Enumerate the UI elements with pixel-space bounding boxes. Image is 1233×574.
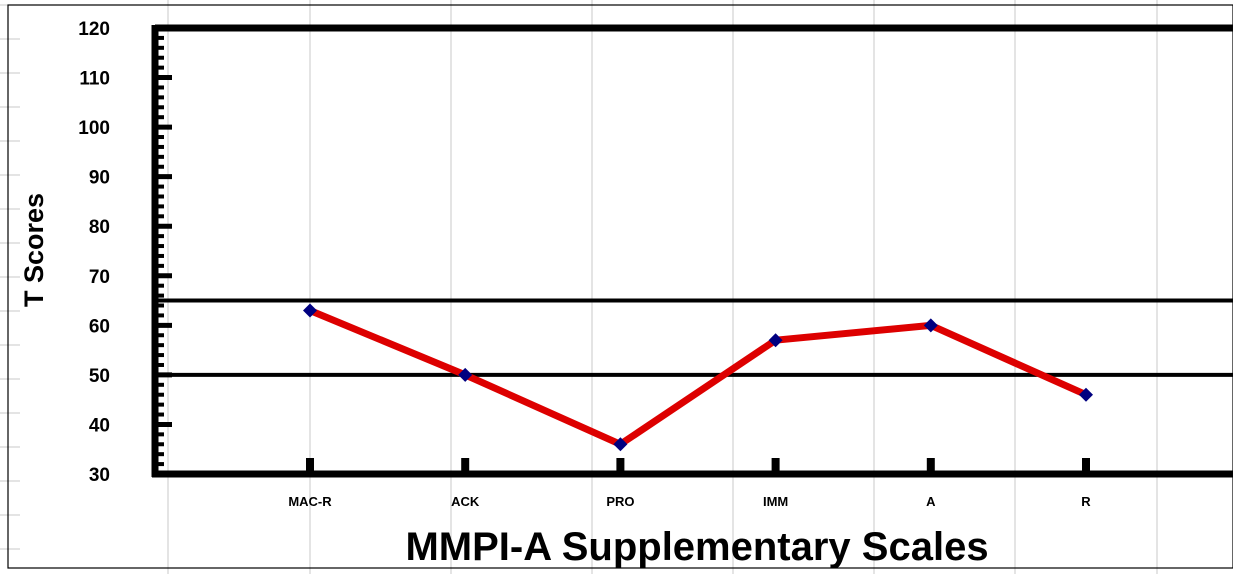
data-point-MAC-R <box>303 303 317 318</box>
y-tick-label: 60 <box>89 316 110 337</box>
y-tick-label: 110 <box>79 69 110 90</box>
series-line <box>308 307 1088 448</box>
data-point-ACK <box>458 367 473 382</box>
data-point-IMM <box>768 333 783 348</box>
y-axis-label: T Scores <box>19 193 49 307</box>
x-tick-label: PRO <box>606 494 634 509</box>
data-point-PRO <box>613 437 628 452</box>
y-tick-label: 80 <box>89 217 110 238</box>
x-tick-label: MAC-R <box>288 494 332 509</box>
x-tick-label: A <box>926 494 936 509</box>
x-axis-label: MMPI-A Supplementary Scales <box>405 525 988 569</box>
y-tick-label: 40 <box>89 415 110 436</box>
data-point-A <box>923 318 938 333</box>
reference-lines <box>155 298 1233 377</box>
y-tick-label: 50 <box>89 366 110 387</box>
x-tick-label: ACK <box>451 494 480 509</box>
y-tick-label: 120 <box>78 19 110 40</box>
y-tick-label: 90 <box>89 168 110 189</box>
y-axis-ticks: 30 40 50 60 70 80 90 100 110 120 <box>78 19 172 486</box>
x-tick-label: R <box>1081 494 1091 509</box>
x-tick-label: IMM <box>763 494 788 509</box>
data-point-R <box>1079 387 1093 402</box>
y-tick-label: 30 <box>89 465 110 486</box>
y-tick-label: 100 <box>78 118 110 139</box>
series-layer <box>303 303 1093 452</box>
chart-border <box>7 4 1233 569</box>
y-tick-label: 70 <box>89 267 110 288</box>
x-axis-ticks: MAC-R ACK PRO IMM A R <box>288 458 1091 509</box>
plot-frame <box>151 24 1233 478</box>
